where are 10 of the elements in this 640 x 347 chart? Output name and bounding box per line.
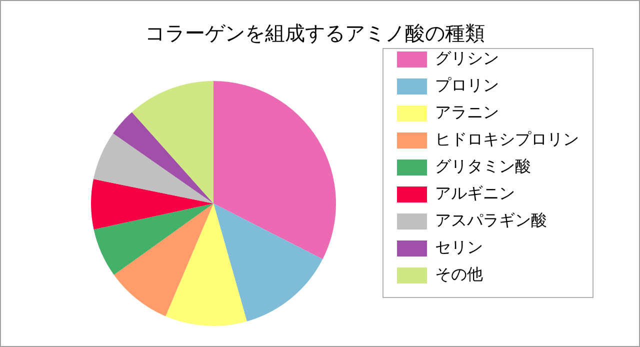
legend-label: アラニン xyxy=(435,102,499,122)
legend-label: ヒドロキシプロリン xyxy=(435,130,579,149)
legend-label: グリタミン酸 xyxy=(435,156,531,176)
legend-label: セリン xyxy=(435,238,483,257)
legend-label: アスパラギン酸 xyxy=(435,210,547,230)
legend-label: グリシン xyxy=(435,48,499,68)
chart-title: コラーゲンを組成するアミノ酸の種類 xyxy=(145,21,485,46)
legend-label: プロリン xyxy=(435,76,499,95)
legend-label: その他 xyxy=(435,264,483,284)
legend-label: アルギニン xyxy=(435,184,515,203)
